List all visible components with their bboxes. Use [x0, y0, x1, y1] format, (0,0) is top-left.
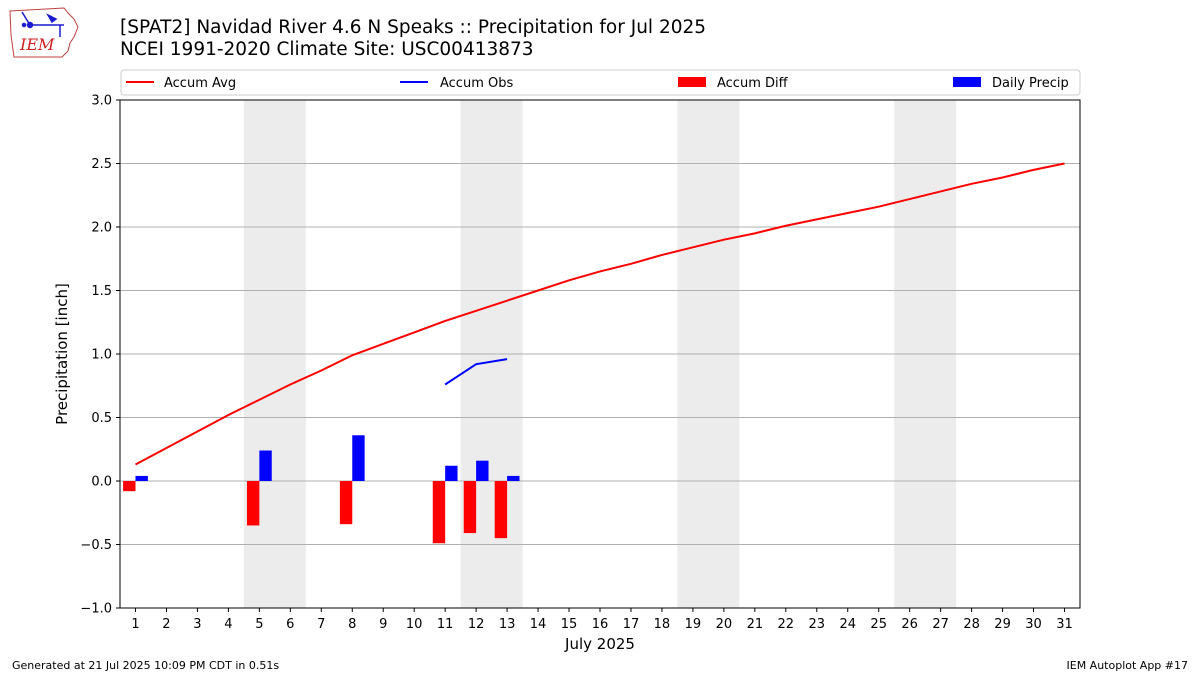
x-tick-label: 1 — [131, 617, 139, 632]
x-tick-label: 8 — [348, 617, 356, 632]
accum-avg-line — [135, 162, 1065, 466]
x-tick-label: 3 — [193, 617, 201, 632]
x-tick-label: 11 — [437, 617, 454, 632]
y-tick-label: 0.0 — [91, 475, 112, 490]
y-axis: −1.0 −0.5 0.0 0.5 1.0 1.5 2.0 2.5 3.0 — [80, 94, 120, 617]
logo-text: IEM — [19, 35, 55, 54]
x-tick-label: 25 — [870, 617, 887, 632]
chart-title: [SPAT2] Navidad River 4.6 N Speaks :: Pr… — [120, 17, 707, 38]
accum-diff-bar — [339, 481, 353, 525]
legend-box — [120, 69, 1081, 96]
accum-diff-bar — [463, 481, 477, 534]
x-axis: 1 2 3 4 5 6 7 8 9 10 11 12 13 14 15 16 17 18 19 20 21 22 23 24 2… — [131, 608, 1073, 632]
x-tick-label: 2 — [162, 617, 170, 632]
accum-diff-bar — [432, 481, 446, 544]
weather-station-icon — [21, 11, 64, 37]
daily-precip-bar — [476, 460, 489, 481]
y-tick-label: 2.0 — [91, 221, 112, 236]
daily-precip-bar — [135, 475, 148, 481]
daily-precip-bar — [507, 475, 520, 481]
legend-handle-bar — [678, 77, 706, 87]
x-tick-label: 27 — [932, 617, 949, 632]
y-tick-label: 3.0 — [91, 94, 112, 109]
x-tick-label: 13 — [499, 617, 516, 632]
x-tick-label: 6 — [286, 617, 294, 632]
accum-diff-bar — [494, 481, 508, 539]
x-tick-label: 14 — [530, 617, 547, 632]
y-tick-label: 1.0 — [91, 348, 112, 363]
x-tick-label: 20 — [716, 617, 733, 632]
y-axis-label: Precipitation [inch] — [53, 283, 71, 425]
y-tick-label: 0.5 — [91, 411, 112, 426]
legend-label: Accum Obs — [440, 76, 513, 91]
x-axis-label: July 2025 — [564, 635, 635, 653]
accum-obs-line — [444, 358, 508, 386]
legend-handle-bar — [953, 77, 981, 87]
chart-subtitle: NCEI 1991-2020 Climate Site: USC00413873 — [120, 39, 534, 60]
y-tick-label: 1.5 — [91, 284, 112, 299]
daily-precip-bar — [445, 465, 458, 481]
x-tick-label: 12 — [468, 617, 485, 632]
x-tick-label: 26 — [901, 617, 918, 632]
daily-precip-bar — [259, 450, 272, 481]
iem-logo: IEM — [9, 7, 79, 58]
accum-diff-bar — [123, 481, 136, 492]
x-tick-label: 31 — [1056, 617, 1073, 632]
x-tick-label: 10 — [406, 617, 423, 632]
x-tick-label: 4 — [224, 617, 232, 632]
x-tick-label: 5 — [255, 617, 263, 632]
x-tick-label: 24 — [839, 617, 856, 632]
accum-diff-bar — [246, 481, 260, 526]
app-label: IEM Autoplot App #17 — [1066, 659, 1189, 672]
legend-label: Accum Diff — [717, 76, 789, 91]
x-tick-label: 17 — [623, 617, 640, 632]
x-tick-label: 15 — [561, 617, 578, 632]
x-tick-label: 29 — [994, 617, 1011, 632]
line-series — [135, 162, 1065, 466]
y-tick-label: 2.5 — [91, 157, 112, 172]
x-tick-label: 9 — [379, 617, 387, 632]
generated-timestamp: Generated at 21 Jul 2025 10:09 PM CDT in… — [12, 659, 280, 672]
legend: Accum Avg Accum Obs Accum Diff Daily Precip — [120, 69, 1081, 96]
x-tick-label: 23 — [809, 617, 826, 632]
x-tick-label: 22 — [778, 617, 795, 632]
x-tick-label: 16 — [592, 617, 609, 632]
y-tick-label: −0.5 — [80, 538, 112, 553]
x-tick-label: 7 — [317, 617, 325, 632]
daily-precip-bar — [352, 435, 365, 481]
y-tick-label: −1.0 — [80, 602, 112, 617]
x-tick-label: 18 — [654, 617, 671, 632]
x-tick-label: 28 — [963, 617, 980, 632]
legend-label: Accum Avg — [164, 76, 236, 91]
x-tick-label: 19 — [685, 617, 702, 632]
bar-series — [123, 435, 520, 544]
x-tick-label: 21 — [747, 617, 764, 632]
legend-label: Daily Precip — [992, 76, 1069, 91]
x-tick-label: 30 — [1025, 617, 1042, 632]
